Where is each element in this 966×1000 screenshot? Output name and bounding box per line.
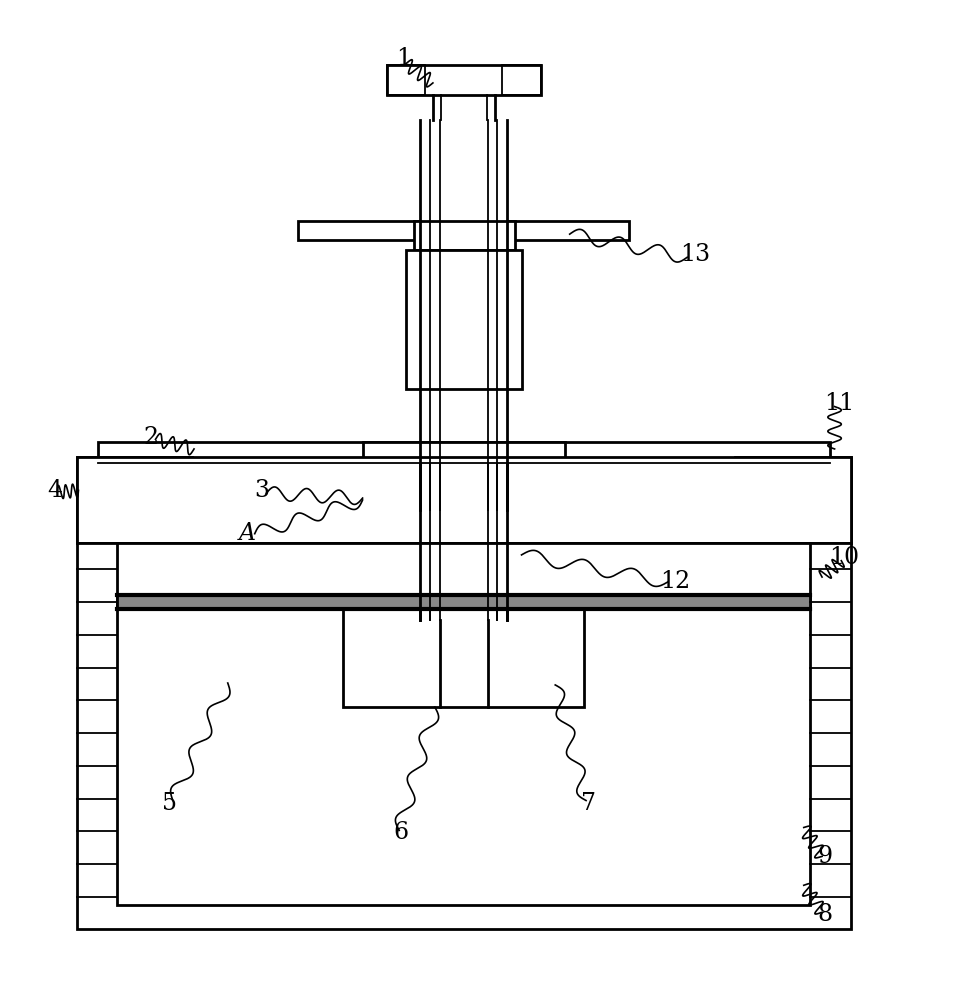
Text: A: A: [239, 522, 256, 545]
Bar: [735, 457, 851, 543]
Bar: [362, 442, 565, 529]
Text: 8: 8: [817, 903, 833, 926]
Bar: [386, 65, 541, 95]
Text: 5: 5: [162, 792, 178, 815]
Text: 12: 12: [661, 570, 691, 593]
Bar: [298, 221, 420, 240]
Text: 2: 2: [143, 426, 158, 449]
Text: 3: 3: [254, 479, 269, 502]
Text: 6: 6: [393, 821, 409, 844]
Bar: [117, 595, 810, 609]
Text: 1: 1: [396, 47, 412, 70]
Bar: [386, 65, 425, 95]
Bar: [76, 457, 851, 543]
Bar: [117, 543, 810, 905]
Bar: [76, 543, 851, 929]
Bar: [343, 609, 584, 707]
Bar: [76, 457, 192, 543]
Bar: [413, 221, 515, 250]
Text: 7: 7: [582, 792, 596, 815]
Text: 10: 10: [829, 546, 860, 569]
Text: 13: 13: [680, 243, 710, 266]
Text: 9: 9: [817, 845, 833, 868]
Text: 11: 11: [824, 392, 855, 415]
Bar: [507, 221, 630, 240]
Bar: [406, 250, 522, 389]
Text: 4: 4: [46, 479, 62, 502]
Bar: [502, 65, 541, 95]
Bar: [98, 442, 830, 463]
